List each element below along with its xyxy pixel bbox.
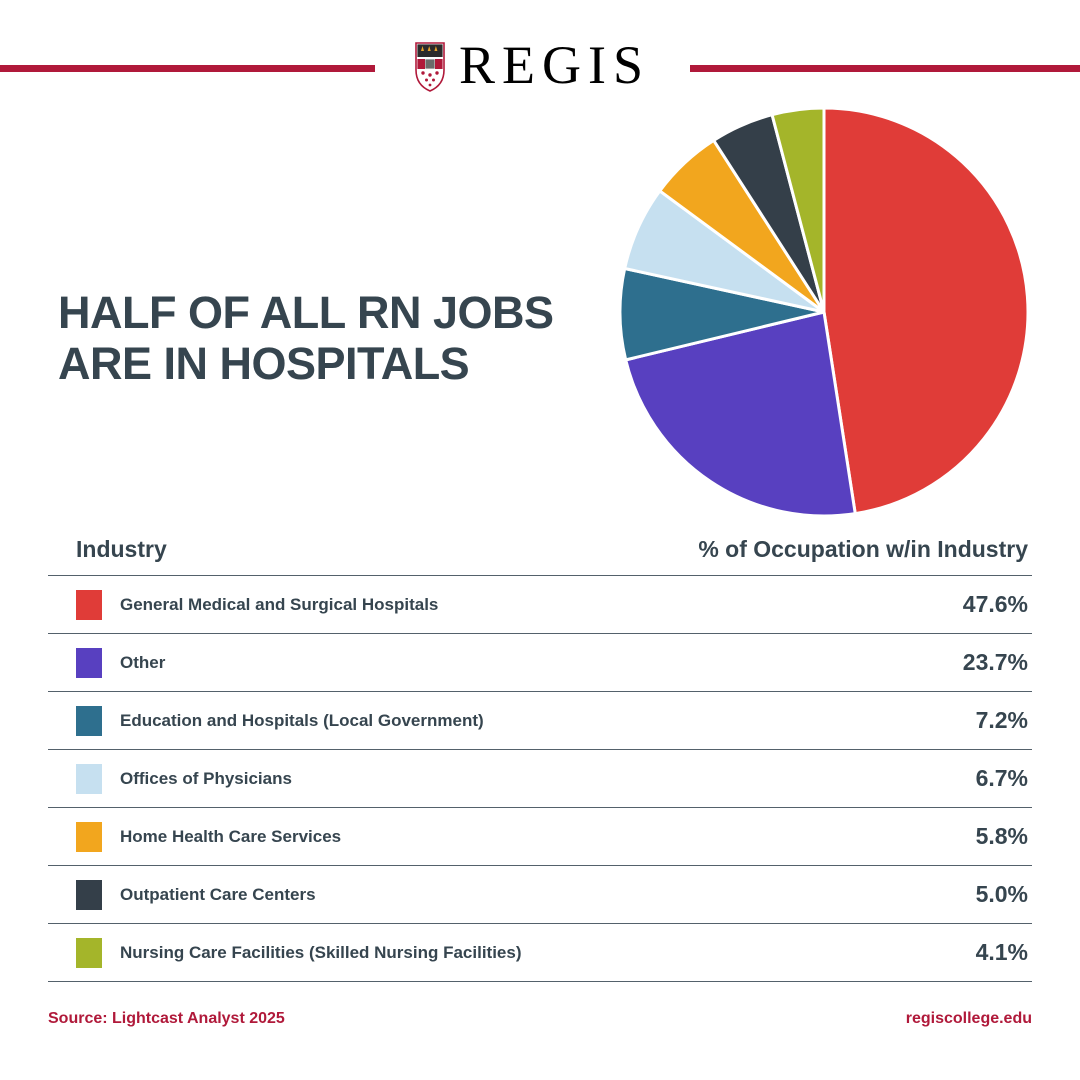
legend-color-swatch — [76, 589, 102, 620]
page-title: HALF OF ALL RN JOBS ARE IN HOSPITALS — [58, 287, 554, 389]
pie-chart — [619, 107, 1029, 517]
table-row: Home Health Care Services 5.8% — [48, 807, 1032, 865]
table-row: Outpatient Care Centers 5.0% — [48, 865, 1032, 923]
regis-wordmark: REGIS — [459, 35, 651, 95]
page-header: REGIS — [0, 0, 1080, 130]
table-row: Education and Hospitals (Local Governmen… — [48, 691, 1032, 749]
legend-color-swatch — [76, 879, 102, 910]
industry-table: Industry % of Occupation w/in Industry G… — [48, 536, 1032, 982]
pie-slice — [822, 107, 1029, 516]
row-industry-label: Other — [120, 652, 166, 672]
row-industry-cell: Offices of Physicians — [48, 763, 292, 794]
row-percent-value: 5.0% — [975, 881, 1028, 907]
row-industry-label: Education and Hospitals (Local Governmen… — [120, 710, 484, 730]
row-industry-cell: Education and Hospitals (Local Governmen… — [48, 705, 484, 736]
legend-color-swatch — [76, 647, 102, 678]
table-row: Other 23.7% — [48, 633, 1032, 691]
row-percent-value: 47.6% — [962, 591, 1028, 617]
website-url[interactable]: regiscollege.edu — [905, 1010, 1032, 1027]
row-industry-label: General Medical and Surgical Hospitals — [120, 594, 439, 614]
table-body: General Medical and Surgical Hospitals 47… — [48, 575, 1032, 982]
table-row: Offices of Physicians 6.7% — [48, 749, 1032, 807]
shield-crest-icon — [415, 42, 445, 92]
regis-logo: REGIS — [415, 38, 675, 96]
row-percent-value: 23.7% — [962, 649, 1028, 675]
pie-slice — [623, 310, 857, 517]
row-industry-cell: Home Health Care Services — [48, 821, 342, 852]
column-header-industry: Industry — [76, 536, 167, 562]
table-row: General Medical and Surgical Hospitals 47… — [48, 575, 1032, 633]
source-citation: Source: Lightcast Analyst 2025 — [48, 1010, 285, 1027]
table-header-row: Industry % of Occupation w/in Industry — [48, 536, 1032, 575]
row-industry-cell: Nursing Care Facilities (Skilled Nursing… — [48, 937, 522, 968]
legend-color-swatch — [76, 705, 102, 736]
row-industry-label: Nursing Care Facilities (Skilled Nursing… — [120, 942, 522, 962]
row-industry-cell: Outpatient Care Centers — [48, 879, 316, 910]
column-header-percent: % of Occupation w/in Industry — [698, 536, 1028, 562]
row-industry-cell: Other — [48, 647, 166, 678]
table-row: Nursing Care Facilities (Skilled Nursing… — [48, 923, 1032, 982]
row-percent-value: 7.2% — [975, 707, 1028, 733]
row-percent-value: 5.8% — [975, 823, 1028, 849]
page-footer: Source: Lightcast Analyst 2025 regiscoll… — [48, 1010, 1032, 1028]
row-percent-value: 4.1% — [975, 939, 1028, 965]
header-rule-left — [0, 65, 375, 72]
legend-color-swatch — [76, 821, 102, 852]
row-industry-label: Outpatient Care Centers — [120, 884, 316, 904]
legend-color-swatch — [76, 937, 102, 968]
pie-chart-svg — [619, 107, 1029, 517]
header-rule-right — [690, 65, 1080, 72]
legend-color-swatch — [76, 763, 102, 794]
row-industry-cell: General Medical and Surgical Hospitals — [48, 589, 439, 620]
row-percent-value: 6.7% — [975, 765, 1028, 791]
row-industry-label: Home Health Care Services — [120, 826, 342, 846]
row-industry-label: Offices of Physicians — [120, 768, 292, 788]
pie-slice — [770, 107, 826, 313]
